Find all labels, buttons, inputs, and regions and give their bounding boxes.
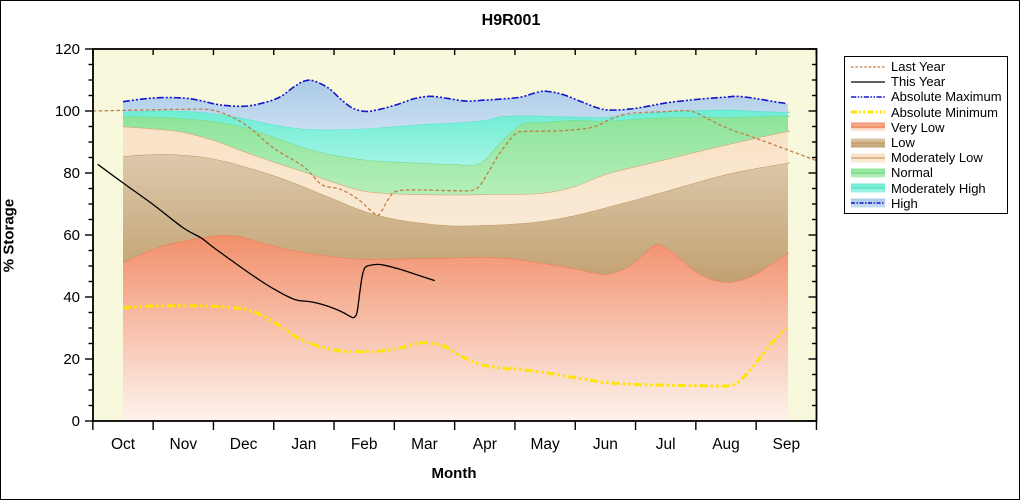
legend-sample-low xyxy=(851,138,885,148)
band-high xyxy=(123,80,790,130)
x-tick-label: Feb xyxy=(351,436,378,453)
x-tick-label: Jul xyxy=(656,436,676,453)
legend-label: This Year xyxy=(891,74,946,90)
legend-label: Low xyxy=(891,135,915,151)
legend-item-high: High xyxy=(849,195,1007,211)
legend-label: Absolute Minimum xyxy=(891,104,998,120)
legend-sample-absolute-maximum xyxy=(851,96,885,98)
x-tick-label: Nov xyxy=(170,436,198,453)
band-moderately-high xyxy=(123,109,790,166)
x-tick-label: Dec xyxy=(230,436,258,453)
y-tick-label: 0 xyxy=(72,413,80,430)
y-tick-label: 120 xyxy=(55,41,80,58)
legend-sample-normal xyxy=(851,168,885,178)
x-tick-label: May xyxy=(530,436,560,453)
x-axis-label: Month xyxy=(431,465,477,482)
line-this-year xyxy=(97,163,435,319)
legend-label: Moderately High xyxy=(891,180,986,196)
x-tick-label: Sep xyxy=(773,436,801,453)
legend-label: Absolute Maximum xyxy=(891,89,1002,105)
x-tick-label: Apr xyxy=(473,436,497,453)
band-low xyxy=(123,154,790,283)
x-tick-label: Oct xyxy=(111,436,136,453)
band-normal xyxy=(123,116,790,195)
legend-sample-high xyxy=(851,198,885,208)
legend: Last Year This Year Absolute Maximum Absolu… xyxy=(844,56,1008,214)
legend-item-absolute-minimum: Absolute Minimum xyxy=(849,104,1007,120)
line-absolute-minimum xyxy=(122,304,788,388)
legend-item-low: Low xyxy=(849,135,1007,151)
legend-item-this-year: This Year xyxy=(849,74,1007,90)
legend-item-normal: Normal xyxy=(849,165,1007,181)
line-last-year xyxy=(92,108,817,217)
legend-label: Normal xyxy=(891,165,933,181)
legend-item-last-year: Last Year xyxy=(849,59,1007,75)
legend-sample-moderately-low xyxy=(851,153,885,163)
legend-item-moderately-low: Moderately Low xyxy=(849,150,1007,166)
y-tick-label: 40 xyxy=(63,289,80,306)
x-tick-label: Jun xyxy=(593,436,618,453)
legend-item-very-low: Very Low xyxy=(849,119,1007,135)
band-very-low xyxy=(123,235,789,421)
legend-item-absolute-maximum: Absolute Maximum xyxy=(849,89,1007,105)
x-tick-label: Jan xyxy=(291,436,316,453)
legend-label: Moderately Low xyxy=(891,150,983,166)
line-absolute-maximum xyxy=(122,79,787,113)
legend-sample-this-year xyxy=(851,81,885,83)
legend-label: High xyxy=(891,195,918,211)
y-tick-label: 60 xyxy=(63,227,80,244)
band-moderately-low xyxy=(123,126,790,226)
legend-sample-moderately-high xyxy=(851,183,885,193)
y-tick-label: 80 xyxy=(63,165,80,182)
legend-sample-very-low xyxy=(851,122,885,132)
x-tick-label: Mar xyxy=(411,436,438,453)
legend-sample-absolute-minimum xyxy=(851,110,885,114)
legend-item-moderately-high: Moderately High xyxy=(849,180,1007,196)
legend-sample-last-year xyxy=(851,65,885,68)
legend-label: Very Low xyxy=(891,119,945,135)
x-tick-label: Aug xyxy=(712,436,740,453)
legend-label: Last Year xyxy=(891,59,946,75)
y-tick-label: 20 xyxy=(63,351,80,368)
chart-title: H9R001 xyxy=(481,12,541,29)
y-tick-label: 100 xyxy=(55,103,80,120)
